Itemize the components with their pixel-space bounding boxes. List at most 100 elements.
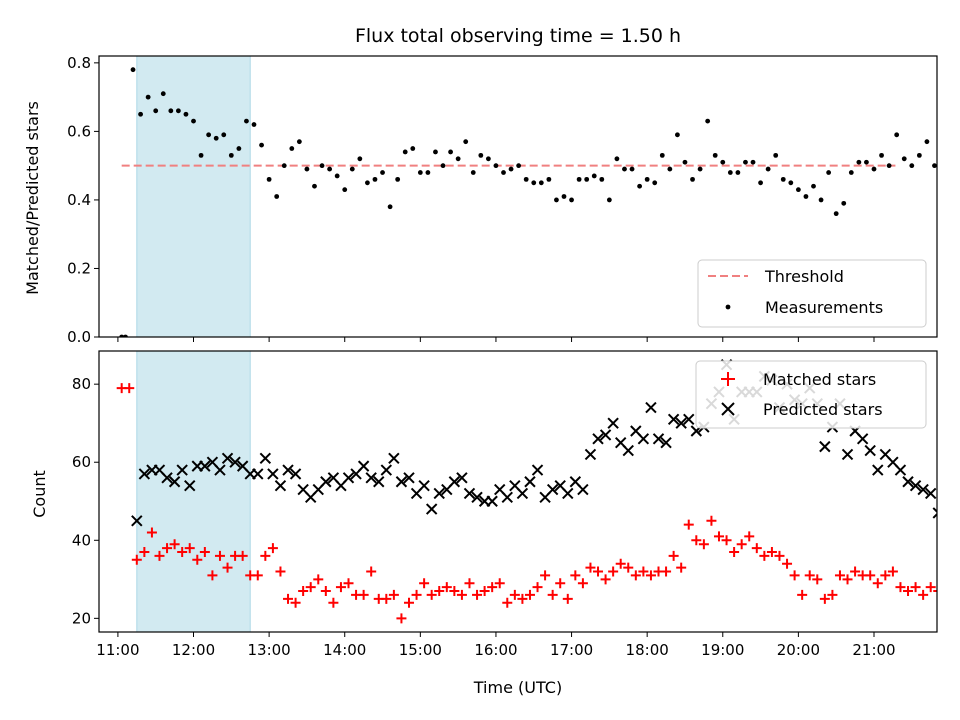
predicted-star-point	[252, 468, 264, 480]
matched-star-point	[524, 589, 535, 600]
measurement-point	[652, 180, 658, 186]
matched-star-point	[169, 539, 180, 550]
measurement-point	[690, 176, 695, 182]
measurement-point	[425, 170, 431, 175]
matched-star-point	[880, 570, 891, 581]
matched-star-point	[540, 570, 551, 581]
measurement-point	[244, 118, 249, 124]
matched-star-point	[426, 589, 437, 600]
measurement-point	[826, 170, 832, 175]
measurement-point	[637, 183, 643, 189]
matched-star-point	[865, 570, 876, 581]
predicted-star-point	[448, 476, 461, 488]
matched-star-point	[736, 539, 747, 550]
matched-star-point	[464, 578, 475, 589]
measurement-point	[251, 122, 257, 127]
plot-frame	[98, 55, 938, 338]
matched-star-point	[396, 613, 407, 624]
matched-star-point	[555, 578, 566, 589]
matched-star-point	[623, 562, 634, 573]
top-y-axis-label: Matched/Predicted stars	[23, 101, 42, 295]
predicted-star-point	[819, 440, 831, 453]
measurement-point	[765, 166, 771, 172]
measurement-point	[780, 176, 786, 182]
matched-star-point	[887, 566, 898, 577]
matched-star-point	[630, 570, 641, 581]
matched-star-point	[267, 543, 278, 554]
measurement-point	[576, 176, 582, 182]
matched-star-point	[676, 562, 687, 573]
matched-star-point	[827, 589, 838, 600]
legend-measurements-label: Measurements	[765, 298, 883, 317]
measurement-point	[191, 118, 196, 124]
predicted-star-point	[637, 433, 650, 445]
predicted-star-point	[917, 483, 929, 496]
predicted-star-point	[373, 476, 385, 488]
predicted-star-point	[214, 464, 226, 476]
matched-star-point	[532, 582, 543, 593]
measurement-point	[712, 152, 718, 158]
measurement-point	[864, 159, 869, 165]
measurement-point	[501, 170, 506, 175]
measurement-point	[924, 139, 930, 145]
measurement-point	[667, 166, 673, 172]
y-tick-label: 0.2	[67, 259, 91, 277]
matched-star-point	[502, 597, 513, 608]
matched-star-point	[797, 589, 808, 600]
predicted-star-point	[683, 413, 695, 426]
measurement-point	[183, 111, 189, 117]
x-axis-label: Time (UTC)	[473, 678, 562, 697]
predicted-star-point	[267, 468, 279, 480]
legend-measurements-swatch	[725, 304, 731, 310]
measurement-point	[818, 197, 824, 203]
measurement-point	[168, 108, 174, 114]
measurement-point	[410, 146, 416, 151]
predicted-star-point	[221, 452, 234, 465]
measurement-point	[682, 159, 688, 165]
predicted-star-point	[667, 413, 680, 426]
predicted-star-point	[259, 452, 272, 465]
x-tick-label: 15:00	[399, 641, 442, 659]
x-tick-label: 11:00	[96, 641, 139, 659]
shaded-region	[136, 55, 251, 338]
measurement-point	[138, 111, 143, 117]
predicted-star-point	[607, 417, 619, 429]
predicted-star-point	[599, 429, 612, 441]
x-tick-label: 16:00	[474, 641, 517, 659]
measurement-point	[788, 180, 794, 186]
matched-star-point	[593, 566, 604, 577]
measurement-point	[266, 176, 272, 182]
x-tick-label: 19:00	[701, 641, 744, 659]
predicted-star-point	[660, 437, 672, 449]
predicted-star-point	[592, 433, 604, 445]
predicted-star-point	[388, 452, 400, 465]
measurement-point	[569, 197, 574, 203]
legend-box	[697, 259, 927, 328]
predicted-star-point	[274, 479, 287, 492]
measurement-point	[198, 152, 204, 158]
matched-star-point	[918, 589, 929, 600]
measurement-point	[289, 146, 295, 151]
matched-star-point	[751, 543, 762, 554]
matched-star-point	[419, 578, 430, 589]
x-tick-label: 12:00	[172, 641, 215, 659]
measurement-point	[909, 163, 915, 169]
y-tick-label: 0.0	[67, 328, 91, 346]
matched-star-point	[517, 593, 528, 604]
matched-star-point	[903, 586, 914, 597]
matched-star-point	[933, 590, 937, 593]
matched-star-point	[729, 546, 740, 557]
matched-star-point	[494, 578, 505, 589]
matched-star-point	[456, 589, 467, 600]
predicted-star-point	[894, 464, 907, 476]
measurement-point	[675, 132, 680, 138]
predicted-star-point	[395, 476, 408, 488]
measurement-point	[296, 139, 302, 145]
measurement-point	[758, 180, 763, 186]
matched-star-point	[252, 570, 263, 581]
predicted-star-point	[501, 491, 513, 504]
matched-star-point	[910, 582, 921, 593]
measurement-point	[440, 163, 446, 169]
predicted-star-point	[864, 444, 876, 457]
matched-star-point	[146, 527, 157, 538]
